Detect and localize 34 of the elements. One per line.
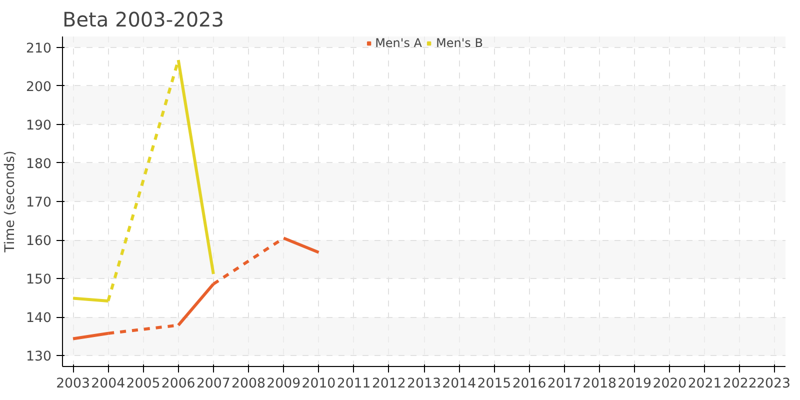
x-tick-label: 2005 bbox=[126, 376, 160, 392]
x-tick-label: 2008 bbox=[232, 376, 266, 392]
x-tick-label: 2010 bbox=[302, 376, 336, 392]
y-tick-label: 150 bbox=[26, 272, 52, 288]
y-tick-label: 130 bbox=[26, 350, 52, 365]
x-tick-label: 2011 bbox=[336, 376, 371, 392]
x-tick-label: 2022 bbox=[722, 376, 757, 392]
x-tick-label: 2017 bbox=[547, 376, 582, 392]
x-tick-label: 2023 bbox=[756, 376, 791, 392]
y-tick-label: 190 bbox=[26, 118, 52, 134]
x-tick-label: 2003 bbox=[56, 376, 90, 392]
x-tick-label: 2020 bbox=[652, 376, 687, 392]
chart-title: Beta 2003-2023 bbox=[62, 8, 224, 32]
x-tick-label: 2015 bbox=[477, 376, 512, 392]
legend-label: Men's A bbox=[375, 36, 422, 50]
x-tick-label: 2007 bbox=[196, 376, 230, 392]
y-tick-label: 180 bbox=[26, 156, 52, 172]
x-tick-label: 2013 bbox=[407, 376, 441, 392]
y-tick-label: 170 bbox=[26, 196, 52, 210]
y-axis-title: Time (seconds) bbox=[3, 150, 18, 254]
y-tick-label: 140 bbox=[26, 311, 52, 326]
x-tick-label: 2021 bbox=[688, 376, 722, 392]
x-tick-label: 2004 bbox=[91, 376, 126, 392]
y-tick-label: 160 bbox=[26, 234, 52, 250]
y-tick-label: 210 bbox=[26, 41, 52, 56]
x-tick-label: 2006 bbox=[161, 376, 196, 392]
x-tick-label: 2018 bbox=[582, 376, 616, 392]
y-tick-label: 200 bbox=[26, 80, 52, 95]
x-tick-label: 2014 bbox=[442, 376, 476, 392]
x-tick-label: 2009 bbox=[266, 376, 301, 392]
legend-label: Men's B bbox=[436, 36, 483, 50]
x-tick-label: 2016 bbox=[512, 376, 546, 392]
x-tick-label: 2012 bbox=[372, 376, 406, 392]
x-tick-label: 2019 bbox=[618, 376, 652, 392]
